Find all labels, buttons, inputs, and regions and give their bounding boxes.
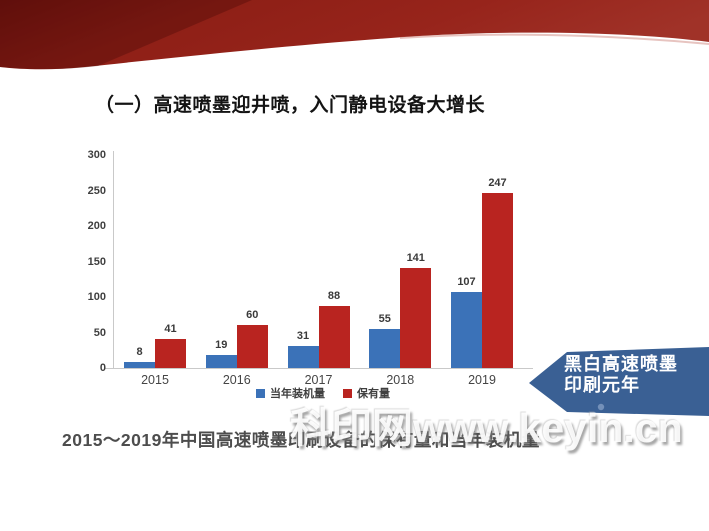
bar-owned-2016	[236, 325, 268, 368]
bar-installed-2019	[451, 292, 482, 368]
banner-text: 黑白高速喷墨 印刷元年	[564, 354, 678, 396]
y-tick-label: 300	[87, 149, 106, 161]
bar-value-label: 31	[296, 329, 310, 342]
legend-label: 当年装机量	[270, 388, 325, 400]
bar-value-label: 247	[488, 176, 507, 189]
bar-value-label: 41	[164, 322, 177, 335]
y-tick-label: 200	[87, 220, 106, 232]
legend-swatch	[343, 388, 352, 398]
bar-value-label: 60	[246, 309, 259, 322]
bar-value-label: 141	[406, 251, 425, 264]
banner-line-1: 黑白高速喷墨	[564, 354, 678, 374]
legend-item: 保有量	[343, 385, 390, 401]
bar-value-label: 88	[327, 289, 341, 302]
bar-installed-2018	[369, 328, 401, 368]
x-category-label: 2019	[468, 373, 496, 387]
x-category-label: 2015	[141, 373, 169, 387]
bar-owned-2018	[400, 267, 432, 368]
y-tick-label: 250	[87, 184, 106, 197]
legend-item: 当年装机量	[256, 385, 325, 401]
y-tick-label: 100	[87, 291, 106, 303]
y-tick-label: 0	[99, 362, 106, 374]
bar-installed-2015	[124, 362, 155, 368]
bar-value-label: 19	[215, 338, 228, 351]
chart-caption: 2015～2019年中国高速喷墨印刷设备的保有量和当年装机量	[62, 430, 540, 450]
legend-swatch	[256, 388, 265, 398]
bar-installed-2016	[205, 354, 237, 368]
bar-value-label: 107	[457, 276, 476, 289]
x-category-label: 2017	[304, 373, 333, 387]
banner-callout: 黑白高速喷墨 印刷元年	[520, 340, 709, 425]
bar-value-label: 55	[378, 312, 391, 325]
bar-owned-2015	[155, 338, 186, 368]
legend-label: 保有量	[357, 388, 390, 400]
banner-line-2: 印刷元年	[564, 375, 640, 395]
y-tick-label: 150	[87, 255, 106, 268]
slide-title: （一）高速喷墨迎井喷，入门静电设备大增长	[95, 95, 486, 116]
x-category-label: 2016	[222, 373, 251, 387]
y-axis-line	[113, 151, 114, 369]
red-ribbon-decoration	[0, 0, 709, 70]
x-axis-line	[104, 368, 533, 369]
y-tick-label: 50	[93, 326, 106, 339]
bar-installed-2017	[287, 345, 319, 368]
bar-value-label: 8	[136, 346, 143, 359]
x-category-label: 2018	[386, 373, 415, 387]
bar-owned-2017	[318, 305, 350, 368]
chart-legend: 当年装机量 保有量	[113, 385, 533, 401]
bar-owned-2019	[482, 192, 513, 368]
banner-arrow-shape	[529, 347, 709, 416]
